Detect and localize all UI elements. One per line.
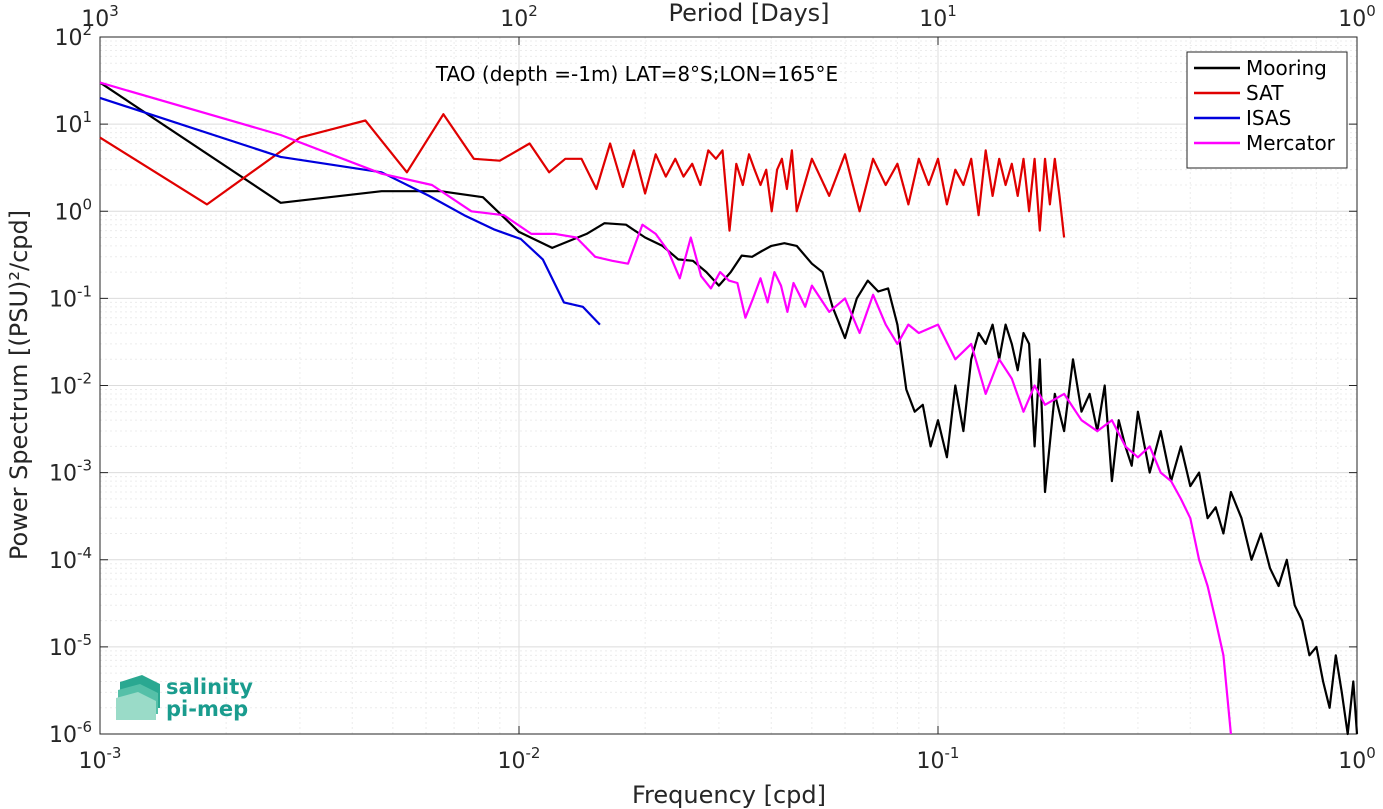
x-tick-label: 10-1 [917,744,960,774]
series-line-mooring [99,81,1359,736]
grid-lines [99,37,1357,735]
top-x-tick-label: 100 [1338,2,1376,32]
y-tick-label: 10-3 [49,457,92,487]
legend-box [1186,51,1348,169]
y-tick-label: 10-4 [49,544,92,574]
y-tick-label: 101 [54,108,92,138]
y-tick-label: 10-2 [49,370,92,400]
top-x-tick-label: 101 [919,2,957,32]
y-tick-label: 10-5 [49,631,92,661]
logo-line-2: pi-mep [166,697,248,721]
y-tick-label: 10-1 [49,282,92,312]
series-line-isas [99,96,601,326]
legend-label-isas: ISAS [1246,106,1291,130]
y-tick-label: 102 [54,21,92,51]
series-layer [99,81,1359,736]
x-axis-label: Frequency [cpd] [632,781,826,809]
chart-title: TAO (depth =-1m) LAT=8°S;LON=165°E [435,62,838,86]
top-x-tick-label: 102 [500,2,538,32]
legend-label-mooring: Mooring [1246,56,1327,80]
y-tick-label: 10-6 [49,718,92,748]
x-tick-label: 10-3 [79,744,122,774]
legend-label-sat: SAT [1246,81,1284,105]
top-x-tick-label: 103 [81,2,119,32]
series-line-mercator [99,81,1232,735]
series-line-sat [99,113,1066,238]
logo-waves-icon [116,675,160,720]
top-x-axis-label: Period [Days] [668,0,829,27]
y-tick-label: 100 [54,195,92,225]
legend-label-mercator: Mercator [1246,131,1336,155]
x-tick-label: 10-2 [498,744,541,774]
y-axis-label: Power Spectrum [(PSU)²/cpd] [5,210,33,560]
salinity-pi-mep-logo: salinity pi-mep [116,675,253,721]
x-tick-label: 100 [1338,744,1376,774]
logo-line-1: salinity [166,675,253,699]
